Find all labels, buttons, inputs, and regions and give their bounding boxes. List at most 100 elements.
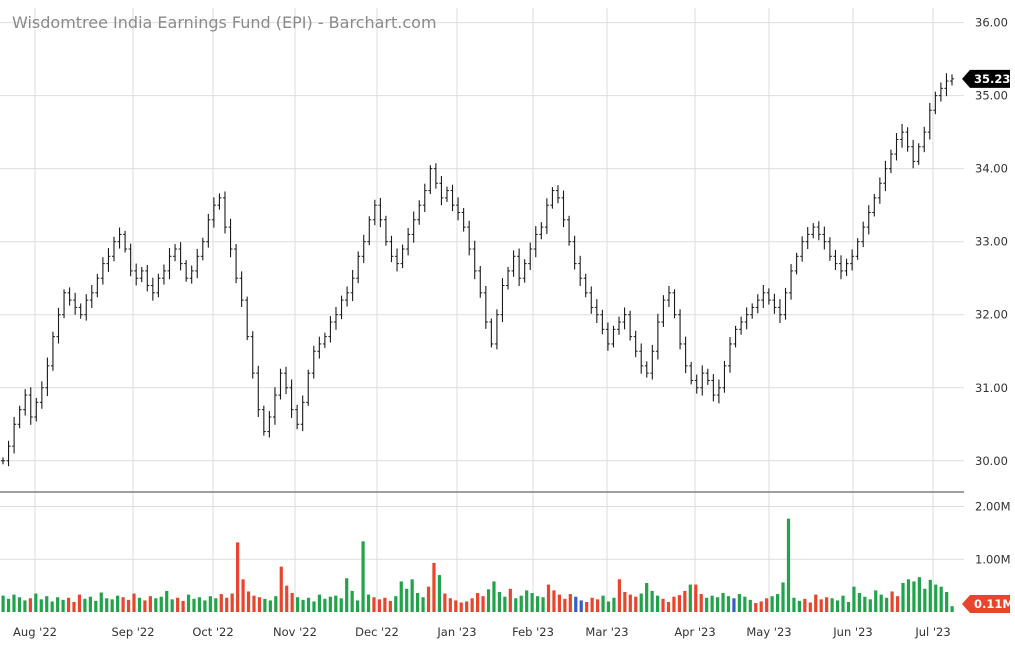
volume-bar [246, 591, 251, 612]
price-tick-label: 32.00 [975, 308, 1008, 322]
price-bar [861, 221, 866, 248]
price-bar [850, 249, 855, 271]
price-bar [211, 197, 216, 228]
volume-bar [759, 601, 763, 612]
volume-bar [405, 588, 409, 612]
price-tick-label: 31.00 [975, 381, 1008, 395]
price-bar [356, 251, 361, 284]
volume-bar [94, 600, 98, 612]
price-bar [816, 221, 821, 241]
volume-bar [939, 586, 943, 612]
volume-bar [497, 591, 502, 612]
price-bar [894, 133, 899, 161]
volume-bar [241, 579, 245, 612]
price-bar [655, 313, 660, 360]
volume-bar [579, 600, 583, 612]
price-bar [583, 273, 588, 298]
price-bar [100, 257, 105, 285]
volume-bar [285, 585, 289, 612]
volume-bar [874, 590, 878, 612]
price-bar [694, 374, 699, 394]
volume-bar [519, 595, 523, 612]
volume-bar [6, 598, 11, 612]
price-bar [883, 160, 888, 192]
chart-title: Wisdomtree India Earnings Fund (EPI) - B… [12, 13, 437, 32]
volume-bar [323, 598, 327, 612]
volume-bar [143, 600, 147, 612]
month-tick-label: May '23 [746, 625, 791, 639]
volume-bar [165, 590, 169, 612]
volume-tick-label: 1.00M [975, 552, 1011, 566]
volume-bar [197, 597, 202, 612]
price-bar [750, 303, 755, 319]
volume-bar [481, 596, 485, 612]
price-bar [117, 227, 122, 249]
price-bar [666, 285, 671, 307]
volume-bar [503, 596, 507, 612]
volume-bar [377, 599, 382, 612]
volume-bar [645, 583, 649, 612]
price-bar [422, 183, 427, 213]
volume-bar [328, 596, 332, 612]
volume-bar [268, 600, 272, 612]
volume-bar [290, 593, 294, 612]
volume-bar [895, 596, 900, 612]
volume-bar [459, 602, 463, 612]
volume-bar [808, 602, 812, 612]
volume-bar [356, 600, 360, 612]
price-bar [589, 286, 594, 314]
volume-bar [50, 601, 54, 612]
price-bar [145, 265, 150, 292]
volume-bar [508, 588, 512, 612]
volume-bar [885, 597, 889, 612]
volume-bar [372, 597, 376, 612]
price-bar [278, 368, 283, 400]
volume-bar [705, 597, 709, 612]
volume-bar [208, 596, 212, 612]
price-bar [766, 288, 771, 305]
price-bar [467, 220, 472, 256]
price-bar [900, 123, 905, 148]
price-bar [938, 82, 943, 102]
volume-bar [530, 593, 534, 612]
volume-bar [655, 595, 660, 612]
volume-bar [765, 598, 769, 612]
price-bar [855, 238, 860, 260]
price-bar [794, 252, 799, 275]
volume-bar [563, 598, 567, 612]
volume-bar [394, 596, 398, 612]
price-bar [639, 343, 644, 374]
price-bar [217, 193, 222, 210]
price-bar [95, 273, 100, 298]
volume-bar [890, 591, 894, 612]
last-volume-marker [962, 595, 1010, 613]
price-bar [428, 165, 433, 195]
price-bar [933, 91, 938, 115]
price-bar [877, 177, 882, 204]
price-bar [378, 197, 383, 228]
price-bar [23, 389, 28, 416]
volume-bar [912, 581, 916, 612]
price-bar [406, 228, 411, 256]
price-bar [811, 223, 816, 239]
price-bar [888, 149, 893, 174]
volume-bar [672, 596, 676, 612]
volume-bar [99, 592, 103, 612]
price-bar [628, 310, 633, 341]
price-bar [17, 405, 22, 429]
volume-bar [476, 593, 480, 612]
volume-bar [552, 590, 556, 612]
volume-bar [574, 596, 578, 612]
price-bar [827, 237, 832, 261]
volume-bar [639, 593, 643, 612]
volume-bar [77, 594, 82, 612]
price-bar [400, 244, 405, 269]
volume-bar [650, 590, 654, 612]
price-bar [389, 235, 394, 263]
volume-bar [699, 594, 703, 612]
volume-bar [236, 542, 240, 612]
volume-bar [748, 599, 752, 612]
volume-bar [39, 599, 43, 612]
volume-bar [830, 598, 834, 612]
